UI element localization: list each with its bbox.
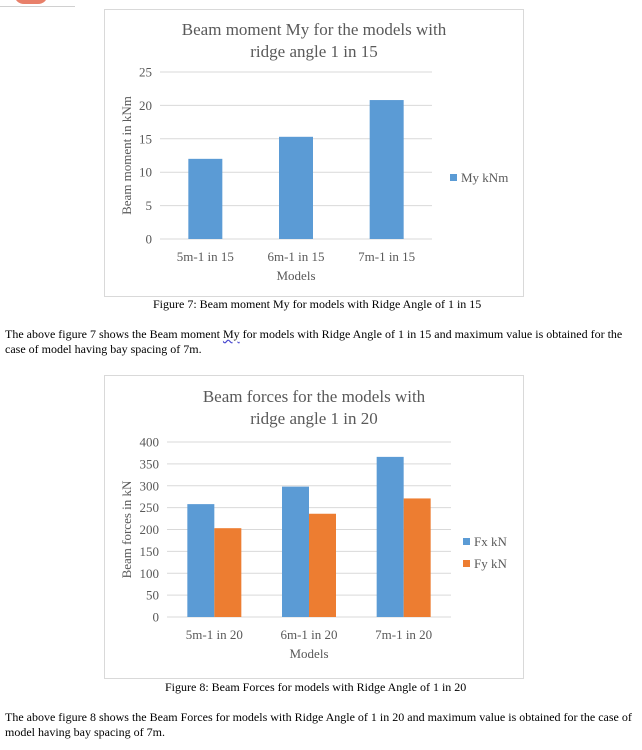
x-tick-label: 6m-1 in 15 — [267, 249, 324, 264]
y-tick-label: 350 — [140, 456, 160, 471]
bar — [214, 528, 242, 617]
y-tick-label: 0 — [153, 610, 160, 625]
figure-7-chart-svg: Beam moment My for the models with ridge … — [119, 20, 508, 283]
bar — [279, 136, 313, 239]
figure-8-caption: Figure 8: Beam Forces for models with Ri… — [165, 680, 467, 694]
y-tick-label: 400 — [140, 435, 160, 450]
y-tick-label: 300 — [140, 478, 160, 493]
y-tick-label: 150 — [140, 544, 160, 559]
bar — [188, 158, 223, 239]
y-tick-label: 50 — [146, 588, 159, 603]
y-tick-label: 100 — [140, 566, 160, 581]
y-tick-label: 5 — [146, 198, 153, 213]
legend-label: Fy kN — [474, 556, 507, 571]
figure-7-caption: Figure 7: Beam moment My for models with… — [153, 297, 482, 311]
y-tick-label: 15 — [139, 131, 152, 146]
paragraph-text-start: The above figure 7 shows the Beam moment — [5, 327, 223, 341]
chart-title: Beam forces for the models with — [203, 387, 426, 406]
legend-swatch — [463, 560, 470, 567]
bar — [187, 504, 215, 617]
y-tick-label: 250 — [140, 500, 160, 515]
bar — [403, 498, 431, 617]
bar — [369, 100, 404, 239]
paragraph-text-end: for models with Ridge Angle of 1 in 15 a… — [5, 327, 623, 356]
legend-label: My kNm — [461, 170, 508, 185]
chart-title: Beam moment My for the models with — [182, 20, 447, 39]
x-axis-title: Models — [277, 268, 316, 283]
legend-label: Fx kN — [474, 534, 507, 549]
figure-8-chart-svg: Beam forces for the models with ridge ang… — [119, 387, 507, 661]
x-tick-label: 6m-1 in 20 — [280, 627, 337, 642]
chart-title: ridge angle 1 in 15 — [250, 42, 377, 61]
y-axis-title: Beam moment in kNm — [119, 96, 134, 215]
chart-title: ridge angle 1 in 20 — [250, 409, 377, 428]
figure-7-paragraph: The above figure 7 shows the Beam moment… — [5, 327, 637, 357]
x-tick-label: 5m-1 in 20 — [186, 627, 243, 642]
x-tick-label: 7m-1 in 15 — [358, 249, 415, 264]
y-axis-title: Beam forces in kN — [119, 480, 134, 578]
legend-swatch — [463, 538, 470, 545]
x-tick-label: 5m-1 in 15 — [177, 249, 234, 264]
bar — [376, 456, 404, 617]
bar — [309, 513, 336, 617]
legend-swatch — [450, 174, 457, 181]
header-logo-fragment — [0, 0, 75, 7]
figure-8-chart: Beam forces for the models with ridge ang… — [104, 375, 524, 679]
y-tick-label: 10 — [139, 165, 152, 180]
x-axis-title: Models — [290, 646, 329, 661]
y-tick-label: 200 — [140, 522, 160, 537]
x-tick-label: 7m-1 in 20 — [375, 627, 432, 642]
y-tick-label: 25 — [139, 65, 152, 80]
figure-8-paragraph: The above figure 8 shows the Beam Forces… — [5, 710, 632, 739]
y-tick-label: 0 — [146, 232, 153, 247]
y-tick-label: 20 — [139, 98, 152, 113]
figure-7-chart: Beam moment My for the models with ridge … — [104, 9, 524, 297]
bar — [282, 486, 309, 617]
spellcheck-flagged-word: My — [222, 327, 240, 341]
